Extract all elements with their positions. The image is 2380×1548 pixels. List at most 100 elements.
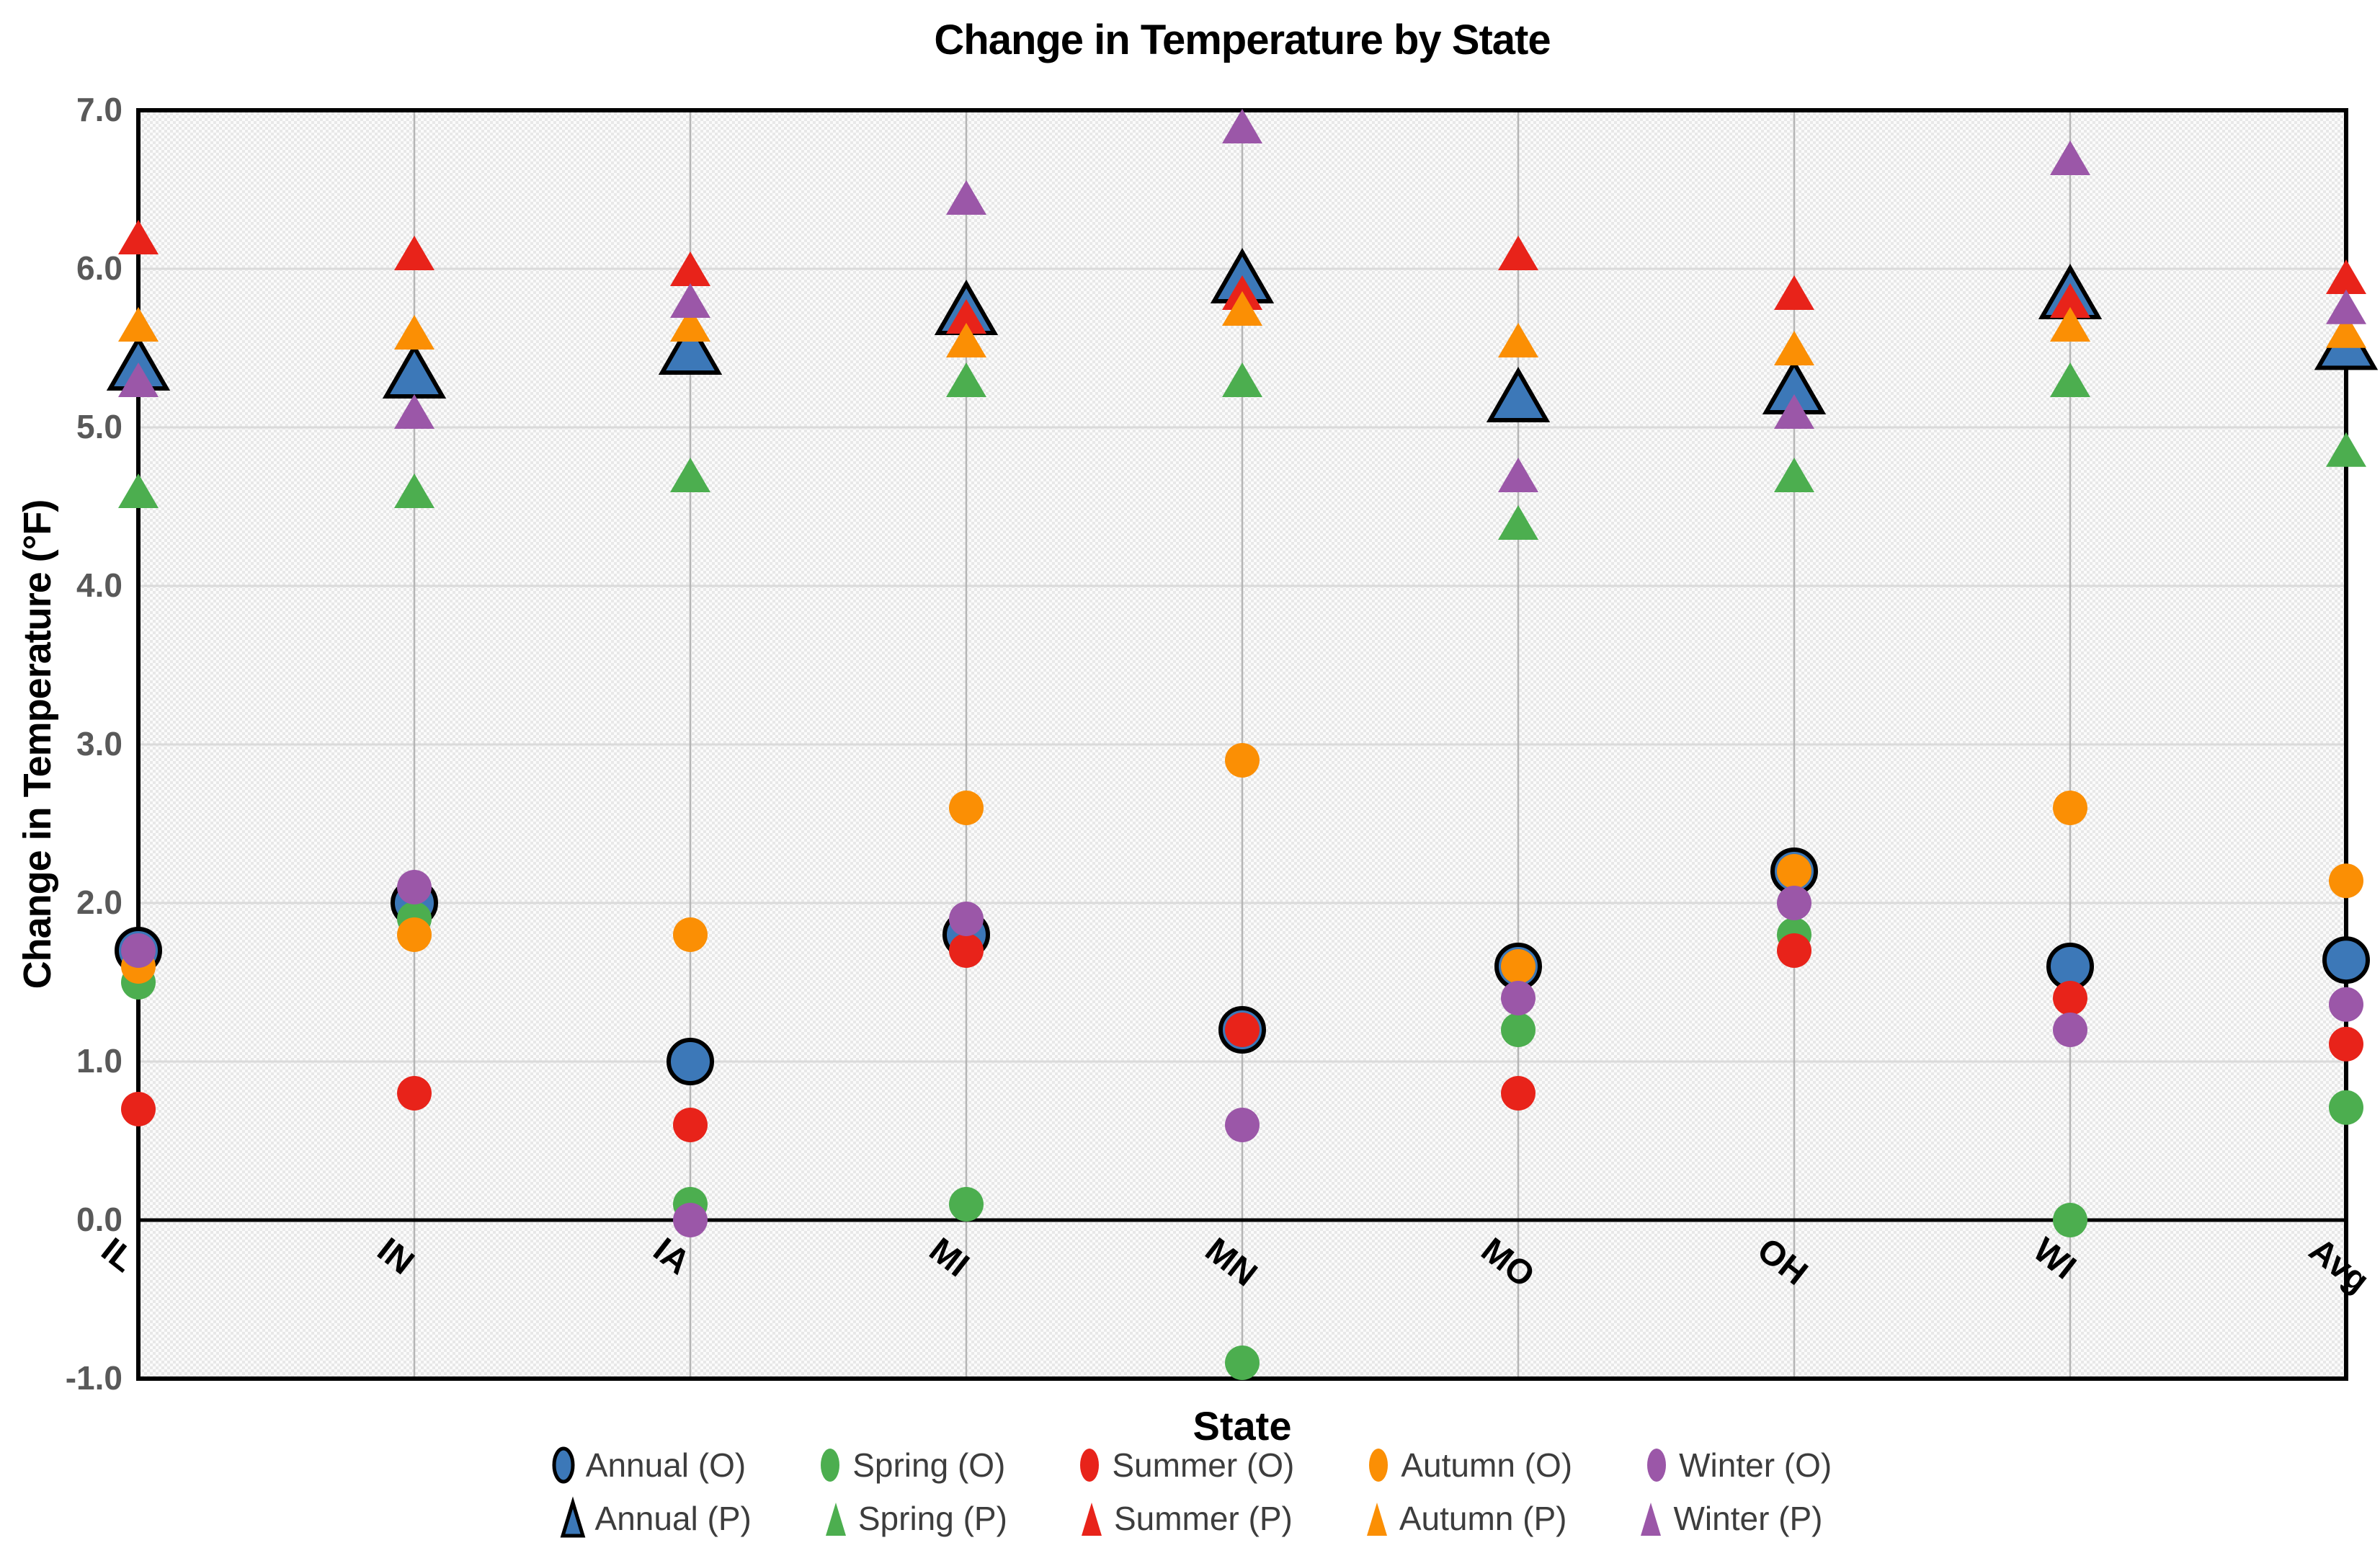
marker-summer-o-mi <box>949 933 984 968</box>
legend-item-label: Winter (O) <box>1679 1446 1832 1484</box>
marker-winter-p-avg <box>2326 289 2366 324</box>
y-tick-label: 5.0 <box>76 408 122 445</box>
y-tick-label: 0.0 <box>76 1201 122 1238</box>
marker-spring-p-ia <box>670 458 710 492</box>
legend-row-projected: Annual (P) Spring (P) Summer (P) Autumn (P)… <box>0 1495 2380 1542</box>
marker-winter-o-oh <box>1777 886 1811 920</box>
marker-summer-p-oh <box>1774 275 1814 310</box>
legend-item-summer-p: Summer (P) <box>1077 1495 1293 1542</box>
marker-summer-o-ia <box>673 1108 708 1142</box>
marker-summer-p-il <box>118 220 159 254</box>
marker-spring-p-in <box>394 473 434 508</box>
y-tick-label: -1.0 <box>65 1359 122 1397</box>
legend-circle-icon <box>1369 1449 1389 1482</box>
marker-winter-p-il <box>118 362 159 397</box>
marker-spring-p-mo <box>1498 505 1538 540</box>
marker-winter-p-in <box>394 394 434 429</box>
marker-autumn-o-oh <box>1777 854 1811 889</box>
legend-item-label: Spring (P) <box>857 1500 1007 1537</box>
marker-winter-o-il <box>121 933 156 968</box>
legend-triangle-icon <box>825 1503 846 1536</box>
y-tick-label: 1.0 <box>76 1042 122 1080</box>
marker-spring-p-wi <box>2050 362 2090 397</box>
marker-winter-o-wi <box>2053 1013 2087 1047</box>
marker-summer-o-wi <box>2053 981 2087 1015</box>
legend-item-autumn-p: Autumn (P) <box>1362 1495 1567 1542</box>
y-tick-label: 4.0 <box>76 566 122 604</box>
legend-circle-icon <box>821 1449 840 1482</box>
marker-annual-o-avg <box>2322 936 2370 984</box>
legend-item-label: Summer (O) <box>1112 1446 1295 1484</box>
marker-spring-p-oh <box>1774 458 1814 492</box>
marker-summer-p-mi <box>946 299 986 334</box>
legend-item-label: Winter (P) <box>1673 1500 1823 1537</box>
y-tick-label: 7.0 <box>76 91 122 128</box>
marker-winter-o-mn <box>1225 1108 1260 1142</box>
marker-winter-p-mn <box>1222 109 1262 143</box>
legend-item-label: Autumn (O) <box>1401 1446 1573 1484</box>
marker-autumn-p-il <box>118 307 159 342</box>
marker-spring-o-wi <box>2053 1203 2087 1237</box>
legend-circle-icon <box>1080 1449 1100 1482</box>
marker-annual-p-mo <box>1486 366 1551 422</box>
marker-autumn-p-oh <box>1774 331 1814 365</box>
legend-item-label: Spring (O) <box>852 1446 1006 1484</box>
marker-spring-p-il <box>118 473 159 508</box>
legend-triangle-icon <box>560 1496 585 1538</box>
legend-item-label: Annual (P) <box>594 1500 752 1537</box>
legend-triangle-icon <box>1641 1503 1662 1536</box>
legend-item-label: Autumn (P) <box>1399 1500 1567 1537</box>
y-tick-label: 3.0 <box>76 725 122 762</box>
legend-item-spring-o: Spring (O) <box>815 1442 1005 1488</box>
legend-circle-icon <box>1647 1449 1667 1482</box>
marker-spring-o-mn <box>1225 1345 1260 1380</box>
marker-summer-o-avg <box>2329 1026 2363 1062</box>
marker-summer-o-mo <box>1501 1076 1536 1111</box>
marker-autumn-o-mi <box>949 791 984 825</box>
marker-winter-p-oh <box>1774 394 1814 429</box>
marker-spring-o-avg <box>2329 1090 2363 1125</box>
marker-autumn-p-mo <box>1498 323 1538 357</box>
marker-winter-p-ia <box>670 283 710 318</box>
legend-item-annual-p: Annual (P) <box>558 1495 752 1542</box>
marker-autumn-p-wi <box>2050 307 2090 342</box>
marker-autumn-p-ia <box>670 307 710 342</box>
marker-winter-o-mi <box>949 902 984 936</box>
legend-item-autumn-o: Autumn (O) <box>1363 1442 1572 1488</box>
marker-autumn-p-in <box>394 315 434 350</box>
marker-annual-o-ia <box>667 1038 714 1085</box>
y-tick-label: 6.0 <box>76 249 122 287</box>
marker-winter-p-mi <box>946 180 986 215</box>
legend-item-label: Annual (O) <box>585 1446 746 1484</box>
marker-autumn-o-mn <box>1225 743 1260 778</box>
marker-autumn-p-avg <box>2326 313 2366 348</box>
marker-summer-p-avg <box>2326 259 2366 294</box>
legend-item-winter-o: Winter (O) <box>1641 1442 1832 1488</box>
marker-spring-o-mo <box>1501 1013 1536 1047</box>
marker-winter-o-avg <box>2329 987 2363 1022</box>
marker-winter-o-in <box>397 870 432 904</box>
y-tick-label: 2.0 <box>76 884 122 921</box>
legend-triangle-icon <box>1366 1503 1387 1536</box>
marker-spring-o-mi <box>949 1187 984 1222</box>
legend-item-annual-o: Annual (O) <box>548 1442 746 1488</box>
marker-autumn-p-mn <box>1222 291 1262 326</box>
marker-summer-o-il <box>121 1092 156 1126</box>
legend-item-label: Summer (P) <box>1113 1500 1293 1537</box>
marker-summer-p-in <box>394 236 434 270</box>
marker-spring-p-mi <box>946 362 986 397</box>
legend-item-winter-p: Winter (P) <box>1636 1495 1822 1542</box>
legend-item-spring-p: Spring (P) <box>821 1495 1007 1542</box>
marker-autumn-o-wi <box>2053 791 2087 825</box>
legend-triangle-icon <box>1081 1503 1102 1536</box>
marker-summer-o-in <box>397 1076 432 1111</box>
marker-summer-p-mo <box>1498 236 1538 270</box>
marker-autumn-p-mi <box>946 323 986 357</box>
legend-circle-icon <box>552 1446 575 1484</box>
marker-winter-p-mo <box>1498 458 1538 492</box>
marker-autumn-o-in <box>397 917 432 952</box>
marker-winter-o-mo <box>1501 981 1536 1015</box>
marker-annual-p-ia <box>658 319 723 375</box>
marker-winter-o-ia <box>673 1203 708 1237</box>
